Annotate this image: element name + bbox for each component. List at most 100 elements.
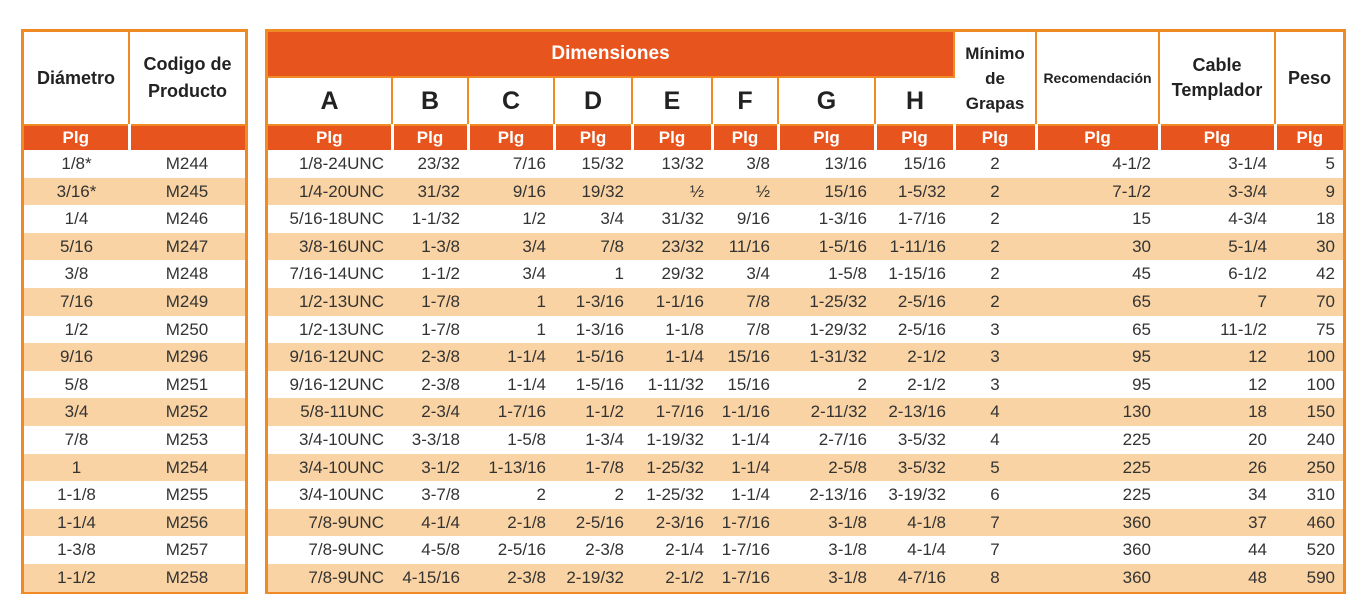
cell-recomendacion: 360 xyxy=(1036,563,1160,592)
cell-c: 3/4 xyxy=(468,232,554,261)
unit-cell: Plg xyxy=(954,125,1038,150)
cell-peso: 100 xyxy=(1306,374,1335,394)
table-row: 1-3/8 M257 xyxy=(24,536,245,564)
cell-cable-templador: 6-1/2 xyxy=(1228,264,1268,284)
diameter-cell: 3/8 xyxy=(64,264,89,284)
cell-f: 7/8 xyxy=(746,319,770,339)
cell-d: 1-5/16 xyxy=(554,343,632,371)
cell-cable-templador: 48 xyxy=(1159,563,1276,592)
table-row: 3/8 M248 xyxy=(24,260,245,288)
cell-g: 1-3/16 xyxy=(818,209,867,229)
cell-h: 3-19/32 xyxy=(888,485,947,505)
cell-peso: 240 xyxy=(1306,429,1335,449)
cell-e: 1-19/32 xyxy=(646,429,704,449)
cell-c: 2-1/8 xyxy=(468,508,554,537)
cell-h: 1-15/16 xyxy=(888,264,947,284)
diameter-cell: 1-1/8 xyxy=(57,485,96,505)
table-row: 7/8 M253 xyxy=(24,426,245,454)
cell-a: 7/8-9UNC xyxy=(308,540,384,560)
cell-f: 15/16 xyxy=(712,343,778,371)
cell-g: 13/16 xyxy=(824,154,867,173)
diameter-cell: 7/16 xyxy=(24,287,129,316)
cell-b: 3-3/18 xyxy=(411,429,460,449)
cell-f: 11/16 xyxy=(712,232,778,261)
cell-a: 1/2-13UNC xyxy=(298,319,384,339)
product-code-cell: M250 xyxy=(165,319,209,339)
cell-c: 1 xyxy=(536,319,546,339)
header-col-f: F xyxy=(712,77,779,126)
cell-e: 1-1/4 xyxy=(632,343,712,371)
cell-e: 23/32 xyxy=(632,232,712,261)
cell-h: 1-7/16 xyxy=(897,209,947,229)
cell-minimo-grapas: 3 xyxy=(990,319,1000,339)
cell-recomendacion: 95 xyxy=(1036,343,1160,371)
cell-a: 3/8-16UNC xyxy=(268,232,392,261)
cell-a: 7/8-9UNC xyxy=(268,508,392,537)
unit-cell: Plg xyxy=(554,125,634,150)
cell-f: ½ xyxy=(712,177,778,206)
table-row: 1-1/8 M255 xyxy=(24,481,245,509)
cell-f: 1-1/16 xyxy=(712,398,778,426)
header-diametro: Diámetro xyxy=(24,32,130,126)
cell-f: 3/8 xyxy=(746,154,770,173)
cell-f: 7/8 xyxy=(712,287,778,316)
cell-c: 9/16 xyxy=(468,177,554,206)
cell-recomendacion: 360 xyxy=(1122,540,1152,560)
cell-cable-templador: 26 xyxy=(1159,453,1276,482)
table-row: 1/8* M244 xyxy=(24,150,245,178)
cell-c: 1 xyxy=(468,287,554,316)
cell-recomendacion: 15 xyxy=(1132,209,1152,229)
product-code-cell: M257 xyxy=(165,540,209,560)
cell-minimo-grapas: 4 xyxy=(954,398,1037,426)
product-code-cell: M249 xyxy=(129,287,245,316)
table-row: 3/4-10UNC 3-3/18 1-5/8 1-3/4 1-19/32 1-1/4 2-7… xyxy=(268,426,1343,454)
unit-cell: Plg xyxy=(1036,125,1161,150)
table-row: 3/8-16UNC 1-3/8 3/4 7/8 23/32 11/16 1-5/16 1-11… xyxy=(268,232,1343,261)
cell-peso: 590 xyxy=(1275,563,1343,592)
cell-b: 2-3/8 xyxy=(392,343,468,371)
table-row: 5/16 M247 xyxy=(24,232,245,261)
cell-a: 1/4-20UNC xyxy=(268,177,392,206)
diameter-cell: 1/2 xyxy=(64,319,89,339)
cell-e: 2-3/16 xyxy=(632,508,712,537)
cell-minimo-grapas: 4 xyxy=(990,429,1000,449)
cell-peso: 100 xyxy=(1275,343,1343,371)
cell-g: 2 xyxy=(857,374,867,394)
table-row: 5/16-18UNC 1-1/32 1/2 3/4 31/32 9/16 1-3/16 1-7… xyxy=(268,205,1343,233)
cell-peso: 250 xyxy=(1275,453,1343,482)
unit-cell: Plg xyxy=(712,125,780,150)
cell-d: 2-3/8 xyxy=(585,540,624,560)
cell-cable-templador: 5-1/4 xyxy=(1159,232,1276,261)
header-col-a: A xyxy=(268,77,393,126)
table-row: 1/2 M250 xyxy=(24,316,245,344)
cell-f: 9/16 xyxy=(736,209,770,229)
table-row: 1/2-13UNC 1-7/8 1 1-3/16 1-1/8 7/8 1-29/32 2-5/… xyxy=(268,316,1343,344)
product-code-cell: M258 xyxy=(129,563,245,592)
cell-b: 1-1/32 xyxy=(411,209,460,229)
cell-peso: 5 xyxy=(1325,154,1335,173)
cell-cable-templador: 12 xyxy=(1248,374,1268,394)
cell-g: 2-13/16 xyxy=(809,485,867,505)
header-codigo-producto: Codigo de Producto xyxy=(129,32,245,126)
unit-cell: Plg xyxy=(268,125,394,150)
cell-recomendacion: 45 xyxy=(1132,264,1152,284)
cell-g: 1-5/16 xyxy=(778,232,875,261)
product-code-cell: M256 xyxy=(129,508,245,537)
cell-h: 2-1/2 xyxy=(907,374,947,394)
unit-codigo xyxy=(129,125,245,150)
cell-f: 1-1/4 xyxy=(712,453,778,482)
cell-peso: 520 xyxy=(1306,540,1335,560)
cell-h: 2-5/16 xyxy=(875,287,955,316)
diameter-cell: 3/16* xyxy=(24,177,129,206)
cell-c: 2-3/8 xyxy=(468,563,554,592)
cell-cable-templador: 44 xyxy=(1248,540,1268,560)
cell-b: 1-7/8 xyxy=(392,287,468,316)
cell-d: 2-5/16 xyxy=(554,508,632,537)
cell-c: 1-13/16 xyxy=(468,453,554,482)
cell-h: 2-13/16 xyxy=(875,398,955,426)
table-row: 1 M254 xyxy=(24,453,245,482)
cell-peso: 75 xyxy=(1316,319,1335,339)
table-row: 5/8 M251 xyxy=(24,371,245,399)
cell-e: 2-1/2 xyxy=(632,563,712,592)
diameter-cell: 1/4 xyxy=(64,209,89,229)
